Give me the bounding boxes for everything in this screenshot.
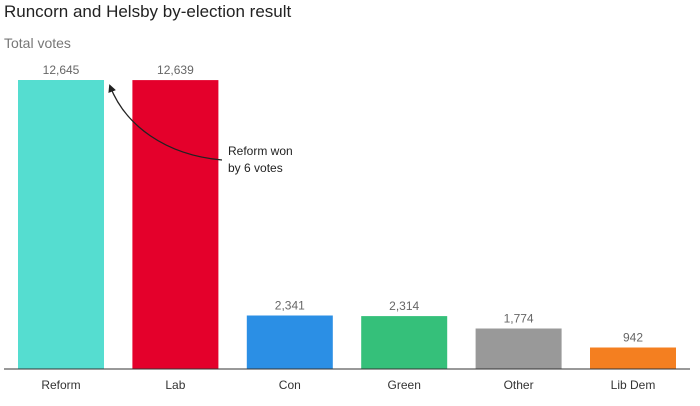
annotation-arrow — [108, 84, 223, 161]
value-label-other: 1,774 — [504, 312, 534, 326]
bar-green — [361, 316, 448, 369]
annotation-line-2: by 6 votes — [228, 161, 283, 175]
annotation-line-1: Reform won — [228, 144, 293, 158]
bar-lib-dem — [590, 347, 676, 369]
bar-reform — [18, 80, 104, 369]
bars-group: 12,645 Reform 12,639 Lab 2,341 Con 2,314 Green 1… — [18, 63, 676, 392]
value-label-lib-dem: 942 — [623, 331, 643, 345]
value-label-green: 2,314 — [389, 299, 419, 313]
bar-other — [475, 328, 562, 369]
category-label-reform: Reform — [41, 378, 80, 392]
value-label-reform: 12,645 — [43, 63, 80, 77]
bar-con — [246, 315, 333, 369]
category-label-con: Con — [279, 378, 301, 392]
category-label-lib-dem: Lib Dem — [611, 378, 656, 392]
value-label-con: 2,341 — [275, 299, 305, 313]
category-label-other: Other — [504, 378, 534, 392]
chart-title: Runcorn and Helsby by-election result — [4, 2, 292, 21]
chart-subtitle: Total votes — [4, 35, 71, 51]
value-label-lab: 12,639 — [157, 63, 194, 77]
bar-lab — [132, 80, 219, 369]
category-label-green: Green — [388, 378, 421, 392]
category-label-lab: Lab — [165, 378, 185, 392]
